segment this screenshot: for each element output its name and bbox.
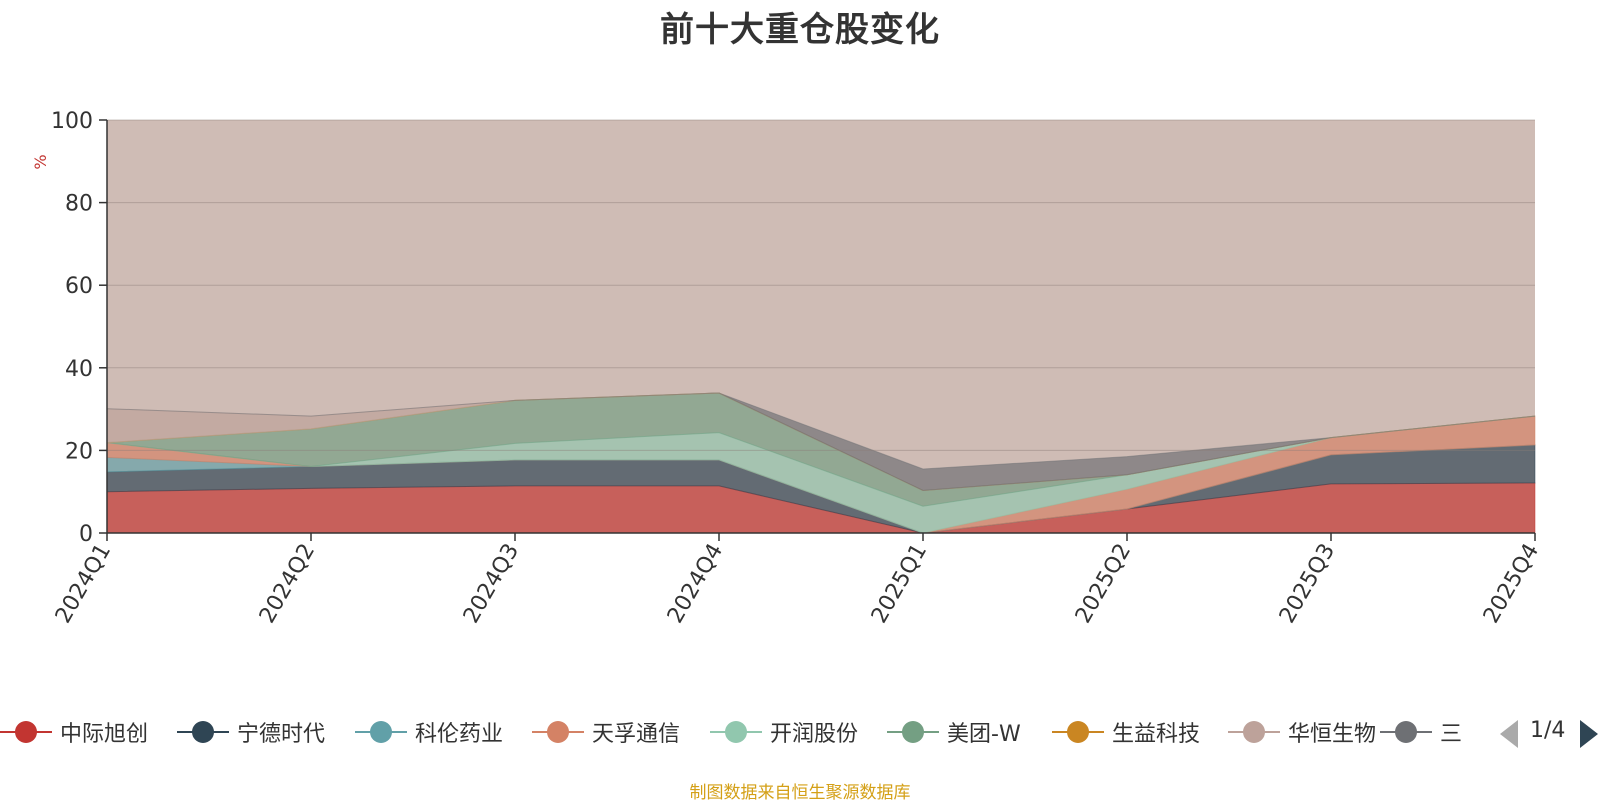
legend-page-indicator: 1/4	[1530, 718, 1566, 743]
legend-label: 三	[1440, 722, 1463, 747]
y-axis-unit-label: %	[31, 154, 50, 169]
legend-swatch-icon	[1380, 720, 1432, 744]
x-tick-label: 2025Q2	[1071, 540, 1136, 628]
x-tick-label: 2024Q1	[51, 540, 116, 628]
legend-item[interactable]: 宁德时代	[177, 712, 325, 752]
legend-item[interactable]: 科伦药业	[355, 712, 503, 752]
chart-title: 前十大重仓股变化	[660, 10, 940, 50]
legend-item[interactable]: 开润股份	[710, 712, 858, 752]
y-tick-label: 40	[65, 357, 93, 382]
y-tick-label: 80	[65, 192, 93, 217]
legend-swatch-icon	[1052, 720, 1104, 744]
source-note: 制图数据来自恒生聚源数据库	[689, 783, 911, 803]
y-tick-label: 20	[65, 439, 93, 464]
legend-item[interactable]: 生益科技	[1052, 712, 1200, 752]
legend-next-page-icon[interactable]	[1580, 720, 1598, 748]
legend-label: 华恒生物	[1288, 722, 1377, 747]
y-tick-label: 60	[65, 274, 93, 299]
legend-prev-page-icon[interactable]	[1500, 720, 1518, 748]
area-chart: 0 20 40 60 80 100 2024Q1 2024Q2 2024Q3 2024Q4 2025…	[31, 109, 1544, 628]
x-tick-label: 2024Q2	[255, 540, 320, 628]
y-tick-label: 0	[79, 522, 93, 547]
x-tick-label: 2025Q1	[867, 540, 932, 628]
legend-swatch-icon	[0, 720, 52, 744]
legend: 中际旭创 宁德时代 科伦药业 天孚通信 开润股份 美团-W 生益科技 华恒生物 三 1/4	[0, 712, 1600, 752]
legend-item[interactable]: 中际旭创	[0, 712, 148, 752]
x-tick-label: 2025Q3	[1275, 540, 1340, 628]
legend-label: 科伦药业	[415, 722, 504, 747]
legend-item[interactable]: 华恒生物	[1228, 712, 1376, 752]
legend-swatch-icon	[177, 720, 229, 744]
legend-swatch-icon	[887, 720, 939, 744]
legend-item[interactable]: 美团-W	[887, 712, 1021, 752]
x-tick-label: 2024Q3	[459, 540, 524, 628]
legend-label: 中际旭创	[60, 722, 149, 747]
legend-label: 美团-W	[947, 722, 1021, 747]
area-series-9[interactable]	[106, 392, 1536, 492]
x-tick-label: 2024Q4	[663, 540, 728, 628]
legend-label: 生益科技	[1112, 722, 1201, 747]
y-tick-label: 100	[51, 109, 93, 134]
legend-item[interactable]: 天孚通信	[532, 712, 680, 752]
legend-label: 宁德时代	[237, 722, 326, 747]
legend-label: 天孚通信	[592, 722, 681, 747]
legend-overflow-clip: 三	[1380, 712, 1476, 752]
legend-label: 开润股份	[770, 722, 859, 747]
x-tick-label: 2025Q4	[1479, 540, 1544, 628]
legend-swatch-icon	[532, 720, 584, 744]
legend-swatch-icon	[1228, 720, 1280, 744]
legend-item[interactable]: 三	[1380, 712, 1462, 752]
legend-swatch-icon	[355, 720, 407, 744]
legend-swatch-icon	[710, 720, 762, 744]
